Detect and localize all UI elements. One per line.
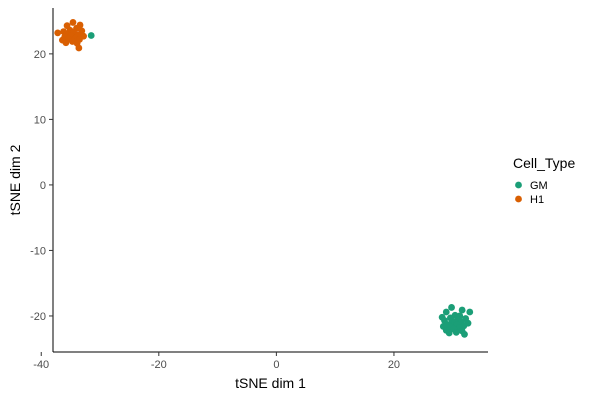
point-gm [461, 330, 468, 338]
point-h1 [75, 44, 83, 52]
x-tick-label: -20 [151, 359, 167, 371]
point-gm [448, 304, 455, 311]
x-axis-ticks: -40 -20 0 20 [33, 352, 400, 371]
point-gm [466, 308, 474, 316]
point-h1 [69, 19, 77, 26]
x-tick-label: 0 [273, 359, 279, 371]
y-axis-ticks: -20 -10 0 10 20 [30, 49, 53, 323]
point-gm [458, 306, 466, 314]
y-tick-label: 0 [40, 180, 46, 192]
x-tick-label: 20 [388, 359, 400, 371]
legend-key-gm [515, 181, 522, 189]
point-gm [445, 329, 453, 337]
legend-key-h1 [515, 195, 522, 203]
y-tick-label: -10 [30, 245, 46, 257]
point-gm [87, 32, 95, 39]
legend-label-h1: H1 [530, 194, 544, 206]
x-axis-title: tSNE dim 1 [235, 375, 306, 391]
y-tick-label: 20 [34, 49, 46, 61]
legend-items: GM H1 [515, 180, 548, 206]
y-tick-label: -20 [30, 311, 46, 323]
point-gm [442, 308, 450, 316]
x-tick-label: -40 [33, 359, 49, 371]
y-axis-title: tSNE dim 2 [7, 144, 23, 215]
point-h1 [62, 39, 70, 47]
legend-title: Cell_Type [513, 155, 575, 171]
point-gm [452, 328, 460, 336]
points-layer [54, 19, 474, 338]
legend-label-gm: GM [530, 180, 548, 192]
legend: Cell_Type GM H1 [513, 155, 575, 206]
point-h1 [54, 29, 62, 37]
y-tick-label: 10 [34, 114, 46, 126]
